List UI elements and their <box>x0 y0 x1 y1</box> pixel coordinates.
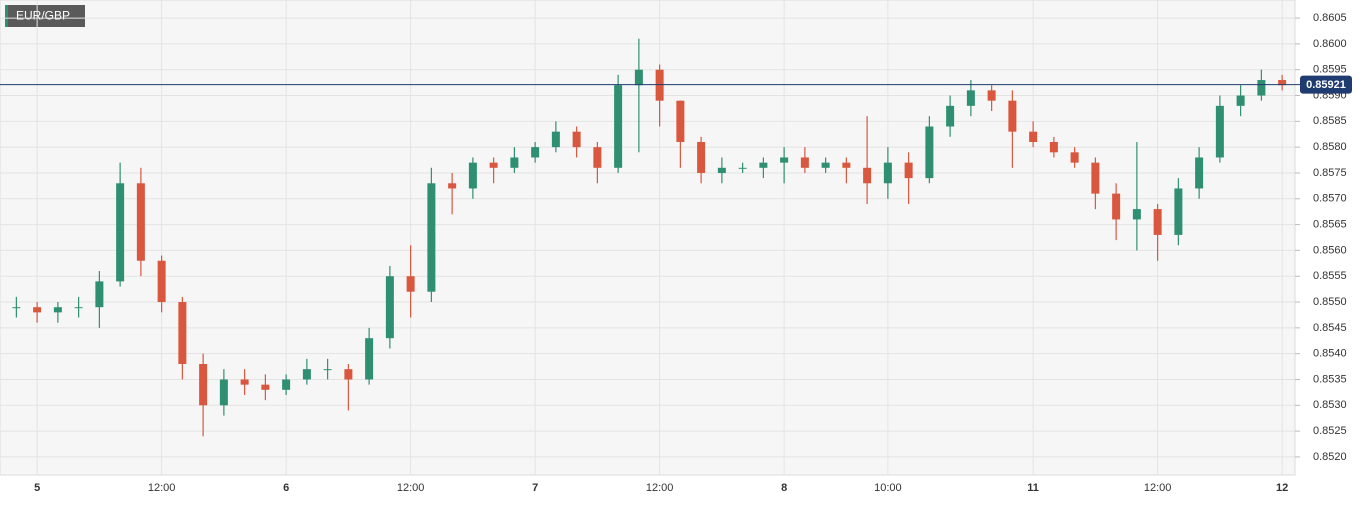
y-tick-label: 0.8570 <box>1313 193 1347 205</box>
candle-body <box>489 162 498 168</box>
candle-body <box>780 157 789 163</box>
candle-body <box>1174 188 1183 235</box>
candle-body <box>614 85 623 168</box>
current-price-box <box>1300 75 1352 94</box>
candle-body <box>697 141 706 173</box>
candle-body <box>116 183 125 282</box>
candle-body <box>966 90 975 106</box>
x-tick-label: 8 <box>781 482 787 494</box>
y-tick-label: 0.8520 <box>1313 451 1347 463</box>
y-tick-label: 0.8580 <box>1313 141 1347 153</box>
current-price-label: 0.85921 <box>1306 79 1346 91</box>
candle-body <box>593 147 602 168</box>
x-tick-label: 12:00 <box>148 482 176 494</box>
y-tick-label: 0.8550 <box>1313 296 1347 308</box>
candle-body <box>219 379 228 406</box>
candle-body <box>1195 157 1204 189</box>
candle-body <box>510 157 519 168</box>
y-tick-label: 0.8605 <box>1313 12 1347 24</box>
candle-body <box>53 307 62 313</box>
candle-body <box>1153 209 1162 235</box>
candle-body <box>344 369 353 380</box>
candle-body <box>74 307 83 309</box>
candle-body <box>863 167 872 184</box>
plot-area <box>0 0 1296 476</box>
candle-body <box>1008 100 1017 132</box>
candle-body <box>1029 131 1038 142</box>
chart-title: EUR/GBP <box>16 9 70 23</box>
candle-body <box>406 276 415 292</box>
y-tick-label: 0.8545 <box>1313 322 1347 334</box>
candle-body <box>468 162 477 189</box>
candle-body <box>1112 193 1121 220</box>
x-tick-label: 12 <box>1276 482 1288 494</box>
candle-body <box>572 131 581 148</box>
candle-body <box>157 260 166 303</box>
y-tick-label: 0.8530 <box>1313 399 1347 411</box>
x-tick-label: 12:00 <box>1144 482 1172 494</box>
candle-body <box>282 379 291 390</box>
x-tick-label: 12:00 <box>646 482 674 494</box>
candle-body <box>1215 105 1224 158</box>
candle-body <box>925 126 934 179</box>
candle-body <box>800 157 809 168</box>
y-tick-label: 0.8565 <box>1313 218 1347 230</box>
candle-body <box>1070 152 1079 163</box>
candle-body <box>12 307 21 309</box>
candle-body <box>1091 162 1100 194</box>
candle-body <box>323 369 332 371</box>
y-tick-label: 0.8525 <box>1313 425 1347 437</box>
y-tick-label: 0.8575 <box>1313 167 1347 179</box>
candle-body <box>240 379 249 385</box>
candle-body <box>199 363 208 406</box>
candle-body <box>427 183 436 292</box>
candle-body <box>717 167 726 173</box>
x-tick-label: 11 <box>1027 482 1039 494</box>
candle-body <box>261 384 270 390</box>
candle-body <box>883 162 892 184</box>
candle-body <box>178 302 187 364</box>
candle-body <box>1257 80 1266 96</box>
y-tick-label: 0.8600 <box>1313 38 1347 50</box>
x-tick-label: 10:00 <box>874 482 902 494</box>
x-tick-label: 7 <box>532 482 538 494</box>
candle-body <box>385 276 394 339</box>
candle-body <box>1278 80 1287 86</box>
title-accent <box>5 5 8 27</box>
candle-body <box>95 281 104 308</box>
y-tick-label: 0.8555 <box>1313 270 1347 282</box>
candle-body <box>987 90 996 101</box>
y-tick-label: 0.8595 <box>1313 64 1347 76</box>
y-tick-label: 0.8560 <box>1313 244 1347 256</box>
candle-body <box>1236 95 1245 106</box>
candle-body <box>904 162 913 179</box>
candle-body <box>676 100 685 142</box>
candle-body <box>821 162 830 168</box>
candle-body <box>634 69 643 86</box>
candle-body <box>655 69 664 101</box>
candle-body <box>33 307 42 313</box>
candle-body <box>759 162 768 168</box>
title-box <box>5 5 85 27</box>
y-tick-label: 0.8535 <box>1313 373 1347 385</box>
candle-body <box>136 183 145 261</box>
candle-body <box>302 369 311 380</box>
x-tick-label: 5 <box>34 482 40 494</box>
y-tick-label: 0.8540 <box>1313 348 1347 360</box>
candle-body <box>551 131 560 148</box>
x-tick-label: 12:00 <box>397 482 425 494</box>
candle-body <box>1132 209 1141 220</box>
candle-body <box>365 338 374 380</box>
candle-body <box>531 147 540 158</box>
candle-body <box>738 167 747 169</box>
y-tick-label: 0.8585 <box>1313 115 1347 127</box>
candle-body <box>448 183 457 189</box>
candle-body <box>1049 141 1058 153</box>
x-tick-label: 6 <box>283 482 289 494</box>
candle-body <box>842 162 851 168</box>
candle-body <box>946 105 955 127</box>
